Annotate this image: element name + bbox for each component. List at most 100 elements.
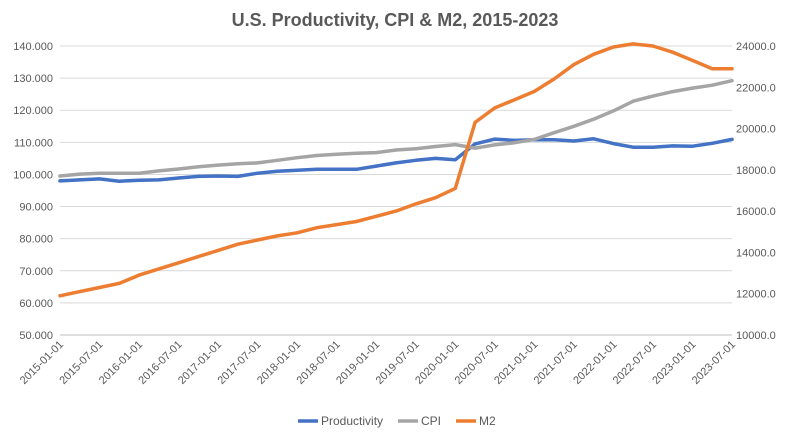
- data-point-cpi: [592, 117, 596, 121]
- data-point-productivity: [117, 179, 121, 183]
- data-point-m2: [78, 290, 82, 294]
- data-point-productivity: [631, 145, 635, 149]
- data-point-m2: [690, 58, 695, 63]
- left-y-tick-label: 110.000: [14, 137, 53, 149]
- legend-label-m2: M2: [479, 414, 496, 428]
- data-point-cpi: [493, 143, 497, 147]
- data-point-productivity: [275, 169, 280, 173]
- right-y-tick-label: 10000.0: [736, 330, 776, 342]
- data-point-productivity: [176, 176, 181, 180]
- data-point-cpi: [295, 156, 299, 160]
- data-point-m2: [730, 67, 734, 71]
- data-point-cpi: [512, 141, 517, 145]
- data-point-m2: [710, 67, 714, 71]
- data-point-productivity: [315, 167, 319, 171]
- data-point-productivity: [78, 178, 82, 182]
- data-point-m2: [394, 209, 398, 213]
- data-point-cpi: [394, 148, 398, 152]
- data-point-cpi: [256, 161, 260, 165]
- data-point-productivity: [414, 158, 418, 162]
- data-point-productivity: [690, 144, 695, 148]
- data-point-m2: [216, 248, 220, 252]
- data-point-m2: [453, 186, 457, 191]
- data-point-productivity: [256, 171, 260, 175]
- data-point-productivity: [671, 144, 675, 148]
- right-y-tick-label: 14000.0: [736, 247, 776, 259]
- gridlines: [60, 45, 732, 336]
- data-point-productivity: [157, 178, 161, 182]
- data-point-cpi: [631, 99, 635, 103]
- data-point-productivity: [453, 158, 457, 162]
- right-y-tick-label: 24000.0: [736, 41, 776, 53]
- x-axis: 2015-01-012015-07-012016-01-012016-07-01…: [18, 334, 738, 387]
- left-y-tick-label: 60.000: [19, 298, 53, 310]
- data-point-cpi: [196, 165, 200, 169]
- data-point-productivity: [137, 178, 141, 182]
- legend-label-productivity: Productivity: [321, 414, 383, 428]
- left-y-tick-label: 70.000: [19, 266, 53, 278]
- data-point-m2: [592, 52, 596, 56]
- right-y-tick-label: 22000.0: [736, 82, 776, 94]
- data-point-cpi: [354, 151, 359, 155]
- data-point-m2: [256, 238, 260, 242]
- left-y-tick-label: 120.000: [13, 105, 53, 117]
- data-point-cpi: [671, 89, 675, 94]
- data-point-m2: [473, 120, 477, 124]
- data-point-productivity: [473, 142, 477, 146]
- data-point-m2: [414, 202, 418, 206]
- series-lines: [58, 42, 734, 298]
- data-point-cpi: [78, 172, 82, 176]
- data-point-productivity: [433, 156, 438, 160]
- data-point-m2: [236, 242, 240, 246]
- data-point-cpi: [730, 79, 734, 83]
- data-point-m2: [671, 50, 675, 54]
- data-point-m2: [532, 89, 536, 94]
- data-point-productivity: [58, 179, 62, 183]
- data-point-cpi: [611, 109, 616, 113]
- data-point-m2: [552, 77, 556, 81]
- data-point-m2: [58, 294, 62, 298]
- data-point-m2: [275, 234, 280, 238]
- data-point-productivity: [216, 174, 220, 178]
- left-y-axis: 50.000 60.000 70.000 80.000 90.000 100.000 110…: [13, 41, 53, 342]
- data-point-m2: [354, 219, 359, 224]
- data-point-productivity: [354, 167, 359, 171]
- data-point-cpi: [690, 86, 695, 90]
- data-point-cpi: [236, 162, 240, 166]
- data-point-m2: [176, 261, 181, 265]
- left-y-tick-label: 90.000: [19, 202, 53, 214]
- right-y-axis: 10000.0 12000.0 14000.0 16000.0 18000.0 20000…: [736, 41, 776, 342]
- data-point-cpi: [137, 171, 141, 175]
- data-point-m2: [651, 44, 655, 48]
- legend: Productivity CPI M2: [298, 414, 496, 428]
- data-point-m2: [433, 196, 438, 200]
- data-point-cpi: [552, 131, 556, 135]
- right-y-tick-label: 20000.0: [736, 124, 776, 136]
- data-point-productivity: [651, 145, 655, 149]
- data-point-m2: [611, 45, 616, 49]
- data-point-m2: [572, 62, 576, 67]
- data-point-productivity: [236, 174, 240, 178]
- data-point-productivity: [295, 168, 299, 172]
- data-point-productivity: [394, 161, 398, 165]
- data-point-productivity: [572, 139, 576, 143]
- data-point-productivity: [611, 142, 616, 146]
- data-point-productivity: [374, 164, 378, 168]
- left-y-tick-label: 100.000: [13, 169, 53, 181]
- data-point-productivity: [493, 137, 497, 141]
- data-point-cpi: [157, 169, 161, 173]
- data-point-cpi: [176, 167, 181, 171]
- left-y-tick-label: 140.000: [13, 41, 53, 53]
- data-point-cpi: [532, 137, 536, 142]
- data-point-cpi: [97, 171, 102, 175]
- data-point-m2: [315, 226, 319, 230]
- data-point-cpi: [117, 171, 121, 175]
- left-y-tick-label: 50.000: [19, 330, 53, 342]
- data-point-m2: [196, 254, 200, 259]
- data-point-m2: [335, 222, 339, 227]
- data-point-productivity: [552, 138, 556, 142]
- data-point-cpi: [58, 174, 62, 178]
- data-point-cpi: [216, 163, 220, 167]
- data-point-cpi: [710, 83, 714, 87]
- right-y-tick-label: 12000.0: [736, 289, 776, 301]
